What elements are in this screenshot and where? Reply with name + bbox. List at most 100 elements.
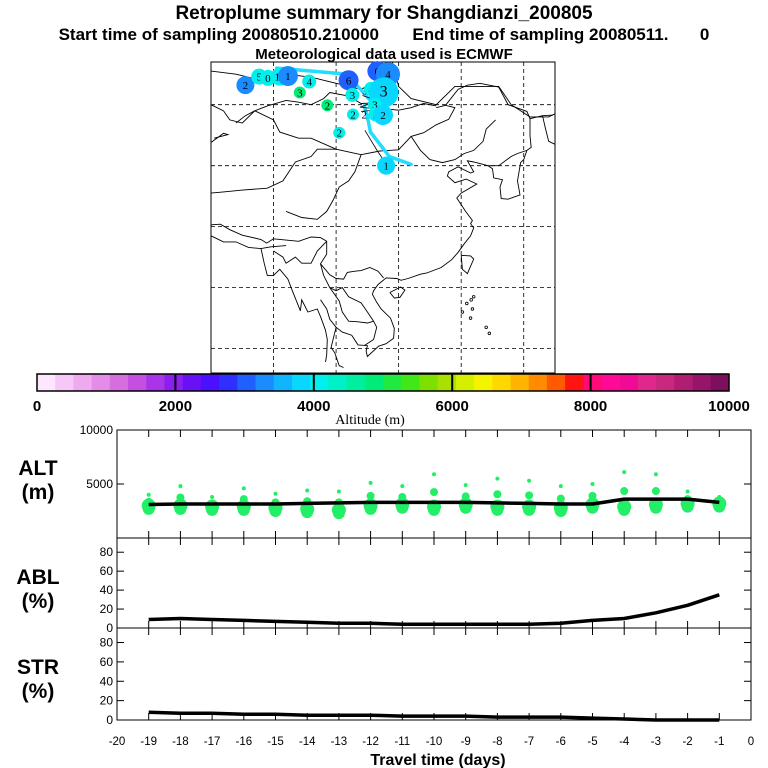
y-axis-label: (%) [22, 590, 55, 613]
colorbar-cell [565, 374, 584, 391]
coastline [410, 119, 496, 164]
altitude-marker [432, 472, 436, 477]
colorbar-cell [255, 374, 275, 391]
chart-panel-str: 80 60 40 20 0 STR(%) [17, 627, 752, 727]
colorbar-cell [528, 374, 548, 391]
x-axis-label: Travel time (days) [370, 752, 505, 768]
altitude-marker [430, 488, 438, 497]
x-tick-label: -19 [140, 736, 157, 748]
colorbar-frame [36, 373, 730, 392]
altitude-marker [712, 496, 727, 511]
end-time-label: End time of sampling 20080511. [412, 25, 669, 44]
y-axis-label: ABL [16, 566, 59, 589]
colorbar-cell [656, 374, 675, 391]
plume-label: 1 [285, 71, 291, 83]
colorbar-cell [364, 374, 384, 391]
page-title: Retroplume summary for Shangdianzi_20080… [175, 3, 593, 24]
x-tick-label: -7 [524, 736, 534, 748]
coastline [330, 150, 528, 368]
plume-label: 3 [350, 90, 356, 102]
series-line [148, 593, 720, 626]
y-axis-label: ALT [18, 457, 57, 480]
y-tick-label: 5000 [86, 477, 113, 491]
altitude-marker [651, 487, 660, 496]
plume-label: 2 [380, 110, 386, 122]
altitude-marker [210, 494, 215, 499]
x-tick-label: -15 [267, 736, 284, 748]
coastline [285, 154, 362, 220]
y-tick-label: 20 [100, 602, 114, 616]
colorbar-cell [200, 374, 220, 391]
coastline [542, 115, 556, 145]
coastline [210, 104, 456, 156]
coastline [210, 235, 287, 250]
y-tick-label: 80 [100, 545, 114, 559]
x-tick-label: -14 [299, 736, 316, 748]
altitude-marker [400, 484, 405, 489]
island [465, 301, 469, 306]
plume-circle [333, 126, 346, 139]
island [484, 325, 488, 329]
colorbar-cell [546, 374, 566, 391]
plume-label: 2 [325, 100, 331, 112]
plume-circle [377, 156, 396, 175]
plume-label: 2 [350, 109, 356, 121]
colorbar-cell [237, 374, 257, 391]
x-tick-label: -18 [172, 736, 189, 748]
altitude-marker [178, 484, 183, 489]
colorbar-cell [583, 374, 603, 391]
island [470, 307, 475, 311]
y-tick-label: 10000 [80, 423, 114, 437]
y-tick-label: 0 [106, 621, 113, 635]
altitude-marker [648, 497, 663, 512]
colorbar-cell [55, 374, 74, 391]
colorbar-cell [146, 374, 165, 391]
colorbar-cell [182, 374, 202, 391]
plume-label: 3 [372, 100, 378, 112]
x-tick-label: -1 [714, 736, 724, 748]
coastline [210, 148, 337, 194]
end-time-value: 0 [699, 25, 710, 44]
altitude-marker [463, 483, 468, 488]
colorbar-cell [401, 374, 420, 391]
altitude-marker [368, 480, 373, 485]
colorbar-cell [91, 374, 111, 391]
colorbar-cell [346, 374, 366, 391]
altitude-marker [622, 470, 627, 475]
altitude-marker [525, 491, 534, 500]
plume-label: 0 [265, 73, 271, 85]
colorbar-cell [219, 374, 238, 391]
plume-circle [345, 87, 360, 102]
y-tick-label: 80 [100, 636, 114, 650]
altitude-marker [620, 487, 629, 496]
x-tick-label: -12 [362, 736, 379, 748]
chart-panel-abl: 80 60 40 20 0 ABL(%) [16, 537, 752, 635]
plume-circle [346, 108, 359, 121]
colorbar-cell [492, 374, 511, 391]
x-tick-label: -9 [461, 736, 471, 748]
colorbar-tick-label: 10000 [708, 398, 750, 415]
colorbar-tick-label: 2000 [159, 398, 192, 415]
colorbar-cell [619, 374, 639, 391]
colorbar-cell [73, 374, 93, 391]
altitude-marker [241, 486, 246, 491]
island [468, 316, 473, 320]
colorbar-tick-label: 8000 [574, 398, 607, 415]
island [487, 331, 492, 336]
plume-label: 3 [297, 87, 303, 99]
plume-label: 4 [385, 69, 391, 81]
x-tick-label: -3 [651, 736, 661, 748]
y-tick-label: 20 [100, 694, 114, 708]
coastline [329, 287, 374, 324]
plume-circle [277, 66, 298, 87]
coastline [460, 254, 475, 275]
x-tick-label: -10 [426, 736, 443, 748]
altitude-marker [558, 484, 563, 489]
altitude-marker [653, 472, 658, 477]
plume-circle [293, 86, 306, 99]
met-data-label: Meteorological data used is ECMWF [255, 46, 513, 63]
x-tick-label: -8 [492, 736, 502, 748]
plume-label: 2 [243, 80, 249, 92]
x-tick-label: -6 [556, 736, 566, 748]
